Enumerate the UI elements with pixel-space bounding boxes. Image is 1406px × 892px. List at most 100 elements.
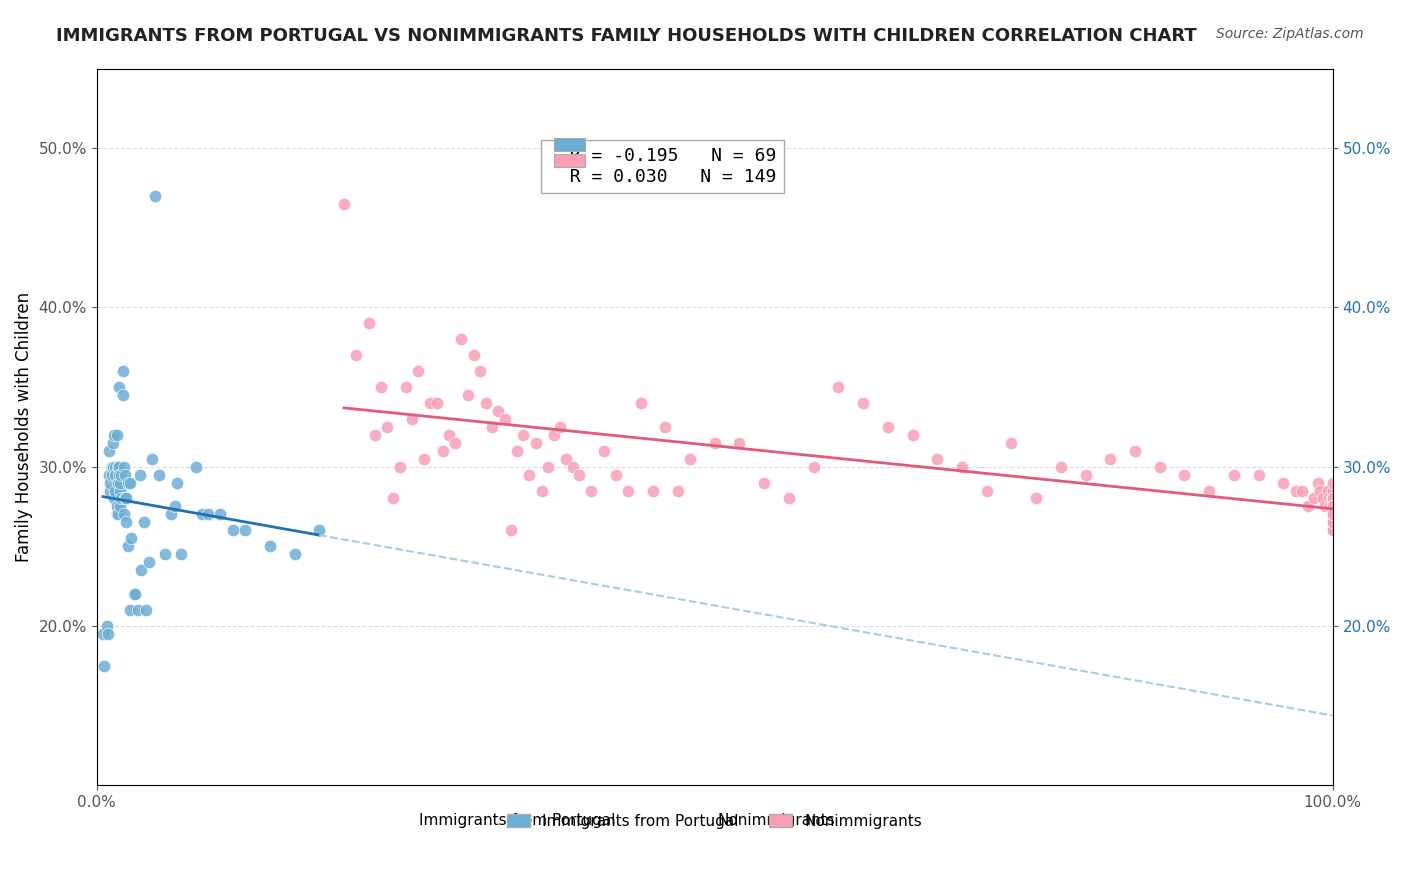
Point (105, 508, 128, 522)
Point (654, 419, 676, 434)
Point (1322, 516, 1344, 530)
Point (105, 427, 128, 442)
Point (679, 451, 702, 466)
Point (1303, 491, 1326, 506)
Point (488, 404, 510, 418)
Point (110, 491, 132, 506)
Point (1149, 459, 1171, 474)
Point (1309, 483, 1331, 498)
Point (468, 364, 491, 378)
Point (112, 459, 135, 474)
Point (114, 491, 136, 506)
Point (100, 467, 122, 482)
Point (617, 483, 640, 498)
Point (499, 524, 522, 538)
Point (1322, 491, 1344, 506)
Point (1074, 467, 1097, 482)
Point (115, 516, 138, 530)
Point (1322, 483, 1344, 498)
Point (108, 459, 131, 474)
Point (110, 483, 132, 498)
Point (170, 547, 193, 561)
Point (93, 658, 115, 673)
Point (555, 451, 578, 466)
Point (1322, 524, 1344, 538)
Point (91, 627, 114, 641)
Point (197, 508, 219, 522)
Point (1322, 491, 1344, 506)
Point (103, 491, 125, 506)
Point (1322, 483, 1344, 498)
Point (1223, 467, 1246, 482)
Point (120, 603, 142, 617)
Point (160, 508, 183, 522)
Point (98, 467, 121, 482)
Point (950, 459, 973, 474)
Point (1322, 508, 1344, 522)
Point (1322, 516, 1344, 530)
Point (148, 467, 170, 482)
Point (1322, 508, 1344, 522)
Point (666, 483, 689, 498)
Point (108, 380, 131, 394)
Point (1322, 500, 1344, 514)
Point (1173, 467, 1195, 482)
Point (1322, 491, 1344, 506)
Point (1322, 508, 1344, 522)
Point (413, 451, 436, 466)
Point (1322, 516, 1344, 530)
Point (1322, 508, 1344, 522)
Point (104, 467, 127, 482)
Point (110, 467, 132, 482)
Point (1322, 491, 1344, 506)
Point (129, 563, 152, 577)
Point (1315, 500, 1337, 514)
Point (976, 483, 998, 498)
Point (117, 539, 139, 553)
Point (1322, 500, 1344, 514)
Point (481, 419, 503, 434)
Point (457, 388, 479, 402)
Point (419, 396, 441, 410)
Point (1285, 483, 1308, 498)
Point (184, 459, 207, 474)
Point (100, 483, 122, 498)
Point (568, 467, 591, 482)
Point (1322, 508, 1344, 522)
Point (153, 547, 176, 561)
Point (110, 475, 132, 490)
Point (1322, 508, 1344, 522)
Point (120, 531, 142, 545)
Point (259, 539, 281, 553)
Point (388, 459, 411, 474)
Point (107, 475, 129, 490)
Point (101, 459, 124, 474)
Point (1322, 524, 1344, 538)
Point (543, 427, 565, 442)
Point (1322, 500, 1344, 514)
Point (132, 516, 155, 530)
Point (803, 459, 825, 474)
Point (1322, 500, 1344, 514)
Point (333, 197, 356, 211)
Point (209, 508, 232, 522)
Point (1317, 491, 1340, 506)
Point (135, 603, 157, 617)
Point (344, 348, 367, 362)
Point (115, 491, 138, 506)
Point (901, 427, 924, 442)
Point (114, 467, 136, 482)
Point (1322, 500, 1344, 514)
Point (1025, 491, 1047, 506)
Point (1322, 508, 1344, 522)
Point (1322, 524, 1344, 538)
Point (1322, 500, 1344, 514)
Point (1322, 516, 1344, 530)
Point (107, 508, 129, 522)
Point (1050, 459, 1073, 474)
Point (122, 587, 145, 601)
Point (1312, 491, 1334, 506)
Point (222, 524, 245, 538)
Point (1322, 508, 1344, 522)
Y-axis label: Family Households with Children: Family Households with Children (15, 292, 32, 562)
